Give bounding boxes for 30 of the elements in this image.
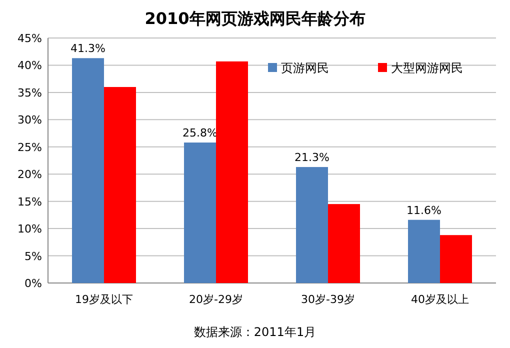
- y-tick-label: 10%: [18, 222, 42, 236]
- data-label: 41.3%: [70, 42, 106, 56]
- bar: [408, 220, 440, 283]
- x-tick-label: 30岁-39岁: [301, 293, 355, 306]
- bar: [104, 87, 136, 283]
- data-label: 21.3%: [294, 151, 330, 164]
- bar: [328, 204, 360, 283]
- y-tick-label: 35%: [18, 86, 42, 100]
- y-tick-label: 15%: [18, 195, 42, 208]
- legend-label: 大型网游网民: [391, 61, 463, 75]
- chart-title: 2010年网页游戏网民年龄分布: [144, 9, 366, 28]
- x-tick-label: 20岁-29岁: [189, 293, 243, 306]
- bar: [216, 61, 248, 283]
- y-tick-label: 25%: [18, 140, 42, 154]
- bar: [184, 142, 216, 283]
- bar: [296, 167, 328, 283]
- y-tick-label: 0%: [24, 277, 42, 290]
- data-label: 25.8%: [182, 126, 218, 140]
- source-note: 数据来源：2011年1月: [194, 325, 316, 339]
- data-label: 11.6%: [406, 204, 442, 217]
- bar: [72, 58, 104, 283]
- x-tick-label: 40岁及以上: [411, 293, 469, 306]
- legend-label: 页游网民: [281, 61, 329, 75]
- y-tick-label: 20%: [18, 168, 42, 182]
- x-tick-label: 19岁及以下: [75, 293, 133, 306]
- bar: [440, 235, 472, 283]
- y-tick-label: 5%: [24, 250, 42, 263]
- y-tick-label: 45%: [18, 32, 42, 45]
- y-tick-label: 30%: [18, 114, 42, 127]
- y-tick-label: 40%: [18, 59, 42, 72]
